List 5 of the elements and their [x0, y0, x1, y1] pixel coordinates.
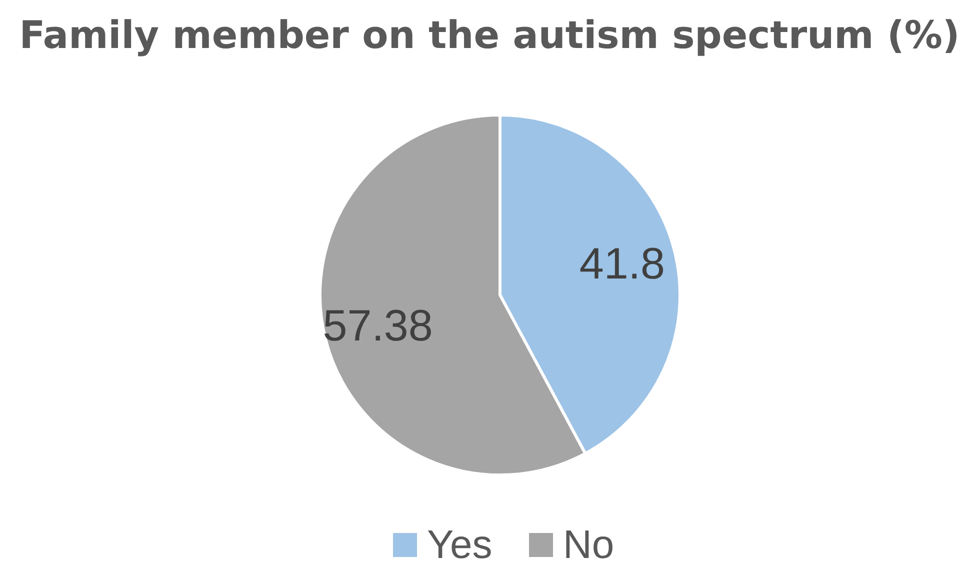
legend-label: Yes	[427, 523, 492, 567]
data-label: 57.38	[322, 301, 433, 350]
data-label: 41.8	[579, 240, 666, 289]
chart-title: Family member on the autism spectrum (%)	[19, 13, 960, 57]
legend-label: No	[563, 523, 614, 567]
